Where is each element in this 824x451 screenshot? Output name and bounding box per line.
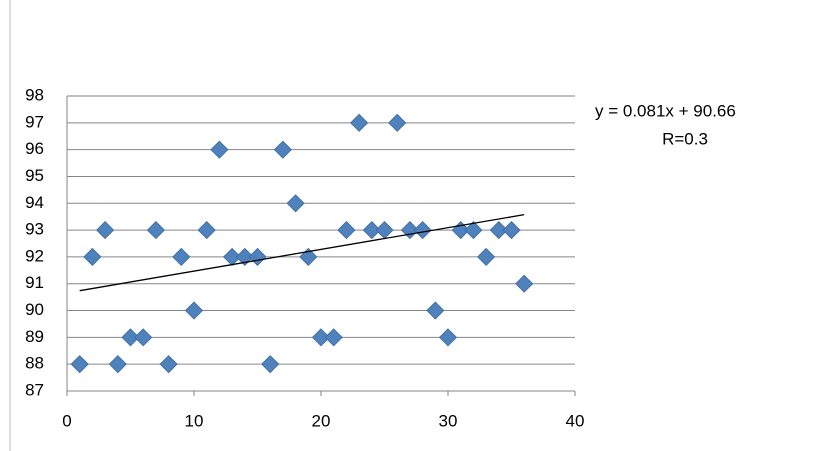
point — [210, 140, 229, 159]
point — [400, 221, 419, 240]
point — [108, 355, 127, 374]
point — [362, 221, 381, 240]
point — [350, 113, 369, 132]
y-tick-label: 87 — [25, 380, 44, 399]
trendline-r: R=0.3 — [662, 129, 708, 148]
y-tick-label: 94 — [25, 193, 44, 212]
trendline — [79, 214, 525, 292]
point — [83, 247, 102, 266]
x-tick-label: 40 — [566, 411, 585, 430]
point — [438, 328, 458, 347]
point — [515, 274, 534, 293]
point — [311, 328, 331, 347]
x-tick-label: 30 — [439, 411, 458, 430]
point — [502, 221, 521, 240]
point — [337, 221, 356, 240]
y-tick-label: 91 — [25, 273, 44, 292]
point — [375, 221, 394, 240]
point — [223, 247, 242, 266]
x-tick-label: 20 — [312, 411, 331, 430]
point — [489, 221, 508, 240]
y-tick-label: 92 — [25, 246, 44, 265]
point — [184, 301, 204, 320]
y-tick-label: 98 — [25, 85, 44, 104]
trendline-equation: y = 0.081x + 90.66 — [595, 101, 736, 120]
y-tick-label: 96 — [25, 139, 44, 158]
point — [172, 247, 191, 266]
y-tick-label: 89 — [25, 327, 44, 346]
point — [464, 221, 483, 240]
point — [324, 328, 343, 347]
point — [121, 328, 140, 347]
point — [273, 140, 292, 159]
point — [70, 355, 89, 374]
point — [159, 355, 178, 374]
y-tick-label: 97 — [25, 112, 44, 131]
y-tick-label: 93 — [25, 220, 44, 239]
x-tick-label: 0 — [62, 411, 71, 430]
point — [299, 247, 318, 266]
y-tick-label: 90 — [25, 300, 44, 319]
point — [261, 355, 280, 374]
point — [477, 247, 496, 266]
point — [248, 247, 267, 266]
point — [134, 328, 153, 347]
x-tick-label: 10 — [185, 411, 204, 430]
y-tick-label: 88 — [25, 354, 44, 373]
point — [96, 221, 115, 240]
point — [146, 221, 165, 240]
point — [388, 113, 407, 132]
point — [286, 194, 305, 213]
point — [413, 221, 432, 240]
y-tick-label: 95 — [25, 166, 44, 185]
point — [426, 301, 445, 320]
point — [197, 221, 216, 240]
